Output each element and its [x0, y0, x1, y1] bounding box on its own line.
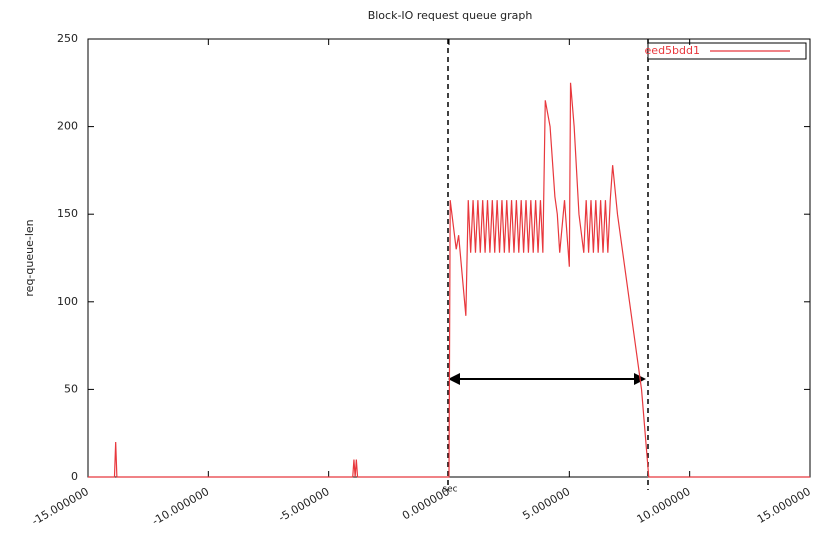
- x-tick-label: 15.000000: [755, 485, 813, 526]
- y-tick-label: 50: [64, 382, 78, 395]
- y-tick-label: 200: [57, 120, 78, 133]
- y-tick-label: 100: [57, 295, 78, 308]
- x-axis-label: sec: [442, 485, 457, 495]
- x-tick-label: 10.000000: [635, 485, 693, 526]
- y-tick-label: 0: [71, 470, 78, 483]
- y-axis-label: req-queue-len: [23, 219, 36, 296]
- data-line: [88, 82, 810, 478]
- x-tick-label: -5.000000: [276, 485, 331, 524]
- legend-label: eed5bdd1: [645, 44, 700, 57]
- x-tick-label: 0.000000: [400, 485, 452, 523]
- y-tick-label: 250: [57, 32, 78, 45]
- arrow-head: [448, 373, 460, 385]
- chart-title: Block-IO request queue graph: [368, 9, 533, 22]
- y-tick-label: 150: [57, 207, 78, 220]
- x-tick-label: 5.000000: [520, 485, 572, 523]
- x-tick-label: -15.000000: [30, 485, 91, 528]
- x-tick-label: -10.000000: [150, 485, 211, 528]
